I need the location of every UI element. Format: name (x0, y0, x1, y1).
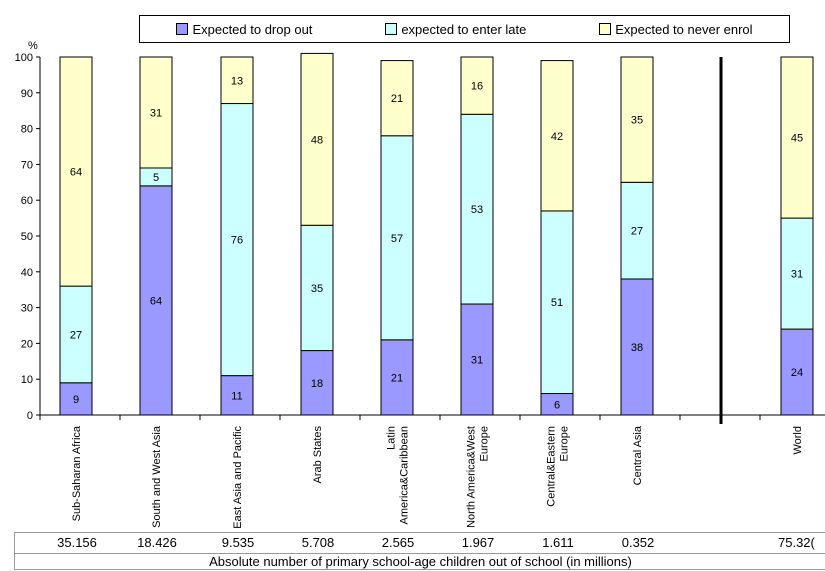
bar-arab-states-expected-to-drop-out (300, 350, 334, 416)
bar-east-asia-and-pacific-expected-to-enter-late (220, 103, 254, 377)
data-label-sub-saharan-africa-expected-to-never-enrol: 64 (70, 167, 82, 179)
category-label-north-america-west-europe: North America&WestEurope (466, 426, 491, 528)
bar-central-asia-expected-to-never-enrol (620, 56, 654, 183)
bar-south-and-west-asia-expected-to-never-enrol (139, 56, 173, 169)
legend-label-never-enrol: Expected to never enrol (615, 21, 753, 37)
bar-latin-america-caribbean-expected-to-drop-out (380, 339, 414, 416)
y-tick-label-90: 90 (21, 88, 33, 100)
bar-arab-states-expected-to-enter-late (300, 224, 334, 352)
y-tick-label-0: 0 (27, 410, 33, 422)
data-label-world-expected-to-drop-out: 24 (791, 367, 803, 379)
category-label-sub-saharan-africa: Sub-Saharan Africa (71, 425, 83, 521)
legend-swatch-enter-late (385, 23, 398, 35)
legend-item-drop-out: Expected to drop out (176, 22, 312, 37)
legend-label-enter-late: expected to enter late (401, 21, 527, 37)
total-value-east-asia-and-pacific: 9.535 (221, 535, 255, 550)
y-tick-label-40: 40 (21, 267, 33, 279)
data-label-east-asia-and-pacific-expected-to-never-enrol: 13 (231, 75, 243, 87)
data-label-central-asia-expected-to-enter-late: 27 (631, 226, 643, 238)
y-tick-label-50: 50 (21, 231, 33, 243)
legend-swatch-drop-out (176, 23, 189, 35)
category-label-arab-states: Arab States (312, 426, 324, 484)
data-label-central-eastern-europe-expected-to-never-enrol: 42 (551, 131, 563, 143)
data-label-east-asia-and-pacific-expected-to-drop-out: 11 (231, 390, 242, 402)
y-tick-label-30: 30 (21, 303, 33, 315)
total-value-central-asia: 0.352 (621, 535, 655, 550)
data-label-south-and-west-asia-expected-to-drop-out: 64 (150, 295, 162, 307)
chart-legend: Expected to drop out expected to enter l… (139, 15, 790, 43)
y-tick-label-10: 10 (21, 374, 33, 386)
total-value-north-america-west-europe: 1.967 (461, 535, 495, 550)
category-label-world: World (792, 426, 804, 455)
category-label-central-asia: Central Asia (632, 425, 644, 485)
bar-east-asia-and-pacific-expected-to-never-enrol (220, 56, 254, 105)
data-label-arab-states-expected-to-drop-out: 18 (311, 378, 323, 390)
category-label-east-asia-and-pacific: East Asia and Pacific (232, 426, 244, 529)
bar-north-america-west-europe-expected-to-enter-late (460, 113, 494, 305)
totals-table: 35.156 18.426 9.535 5.708 2.565 1.967 1.611 0.3… (14, 532, 825, 570)
data-label-central-eastern-europe-expected-to-enter-late: 51 (551, 297, 563, 309)
bar-latin-america-caribbean-expected-to-enter-late (380, 135, 414, 341)
category-label-south-and-west-asia: South and West Asia (151, 425, 163, 528)
total-value-world: 75.32( (778, 535, 815, 550)
total-value-central-eastern-europe: 1.611 (542, 535, 574, 550)
total-value-south-and-west-asia: 18.426 (137, 535, 177, 550)
category-label-latin-america-caribbean: LatinAmerica&Caribbean (386, 426, 411, 524)
bar-arab-states-expected-to-never-enrol (300, 52, 334, 226)
data-label-world-expected-to-enter-late: 31 (791, 269, 803, 281)
data-label-sub-saharan-africa-expected-to-enter-late: 27 (70, 329, 82, 341)
data-label-north-america-west-europe-expected-to-enter-late: 53 (471, 204, 483, 216)
bar-world-expected-to-enter-late (780, 217, 814, 330)
totals-caption: Absolute number of primary school-age ch… (15, 553, 825, 569)
bar-east-asia-and-pacific-expected-to-drop-out (220, 375, 254, 416)
bar-central-asia-expected-to-drop-out (620, 278, 654, 416)
total-value-latin-america-caribbean: 2.565 (381, 535, 415, 550)
bar-latin-america-caribbean-expected-to-never-enrol (380, 60, 414, 137)
data-label-south-and-west-asia-expected-to-never-enrol: 31 (150, 107, 162, 119)
data-label-world-expected-to-never-enrol: 45 (791, 133, 803, 145)
data-label-arab-states-expected-to-enter-late: 35 (311, 283, 323, 295)
category-label-central-eastern-europe: Central&EasternEurope (546, 426, 571, 507)
y-tick-label-80: 80 (21, 124, 33, 136)
legend-swatch-never-enrol (599, 23, 612, 35)
stacked-bar-chart: % 0 10 20 30 40 50 60 70 80 90 100 9 27 64 Sub-Saharan … (15, 40, 825, 529)
y-tick-label-100: 100 (15, 52, 33, 64)
data-label-east-asia-and-pacific-expected-to-enter-late: 76 (231, 235, 243, 247)
data-label-latin-america-caribbean-expected-to-drop-out: 21 (391, 372, 403, 384)
bar-north-america-west-europe-expected-to-never-enrol (460, 56, 494, 115)
total-value-arab-states: 5.708 (301, 535, 335, 550)
data-label-central-asia-expected-to-drop-out: 38 (631, 342, 643, 354)
legend-label-drop-out: Expected to drop out (192, 21, 313, 37)
bar-sub-saharan-africa-expected-to-drop-out (59, 382, 93, 416)
legend-item-enter-late: expected to enter late (385, 22, 526, 37)
data-label-north-america-west-europe-expected-to-never-enrol: 16 (471, 81, 483, 93)
y-axis-unit: % (28, 40, 38, 52)
bar-sub-saharan-africa-expected-to-never-enrol (59, 56, 93, 287)
data-label-central-asia-expected-to-never-enrol: 35 (631, 115, 643, 127)
totals-row: 35.156 18.426 9.535 5.708 2.565 1.967 1.611 0.3… (15, 535, 825, 552)
data-label-central-eastern-europe-expected-to-drop-out: 6 (554, 399, 560, 411)
y-tick-label-70: 70 (21, 159, 33, 171)
y-tick-label-60: 60 (21, 195, 33, 207)
legend-item-never-enrol: Expected to never enrol (599, 21, 753, 37)
data-label-arab-states-expected-to-never-enrol: 48 (311, 134, 323, 146)
y-tick-label-20: 20 (21, 338, 33, 350)
data-label-latin-america-caribbean-expected-to-never-enrol: 21 (391, 93, 403, 105)
total-value-sub-saharan-africa: 35.156 (57, 535, 97, 550)
data-label-south-and-west-asia-expected-to-enter-late: 5 (153, 172, 159, 184)
data-label-latin-america-caribbean-expected-to-enter-late: 57 (391, 233, 403, 245)
bar-central-eastern-europe-expected-to-never-enrol (540, 60, 574, 212)
data-label-sub-saharan-africa-expected-to-drop-out: 9 (73, 394, 79, 406)
bar-central-eastern-europe-expected-to-enter-late (540, 210, 574, 395)
bar-south-and-west-asia-expected-to-drop-out (139, 185, 173, 416)
bar-north-america-west-europe-expected-to-drop-out (460, 303, 494, 416)
bar-world-expected-to-never-enrol (780, 56, 814, 219)
data-label-north-america-west-europe-expected-to-drop-out: 31 (471, 355, 483, 367)
bar-central-asia-expected-to-enter-late (620, 181, 654, 280)
bar-world-expected-to-drop-out (780, 328, 814, 416)
